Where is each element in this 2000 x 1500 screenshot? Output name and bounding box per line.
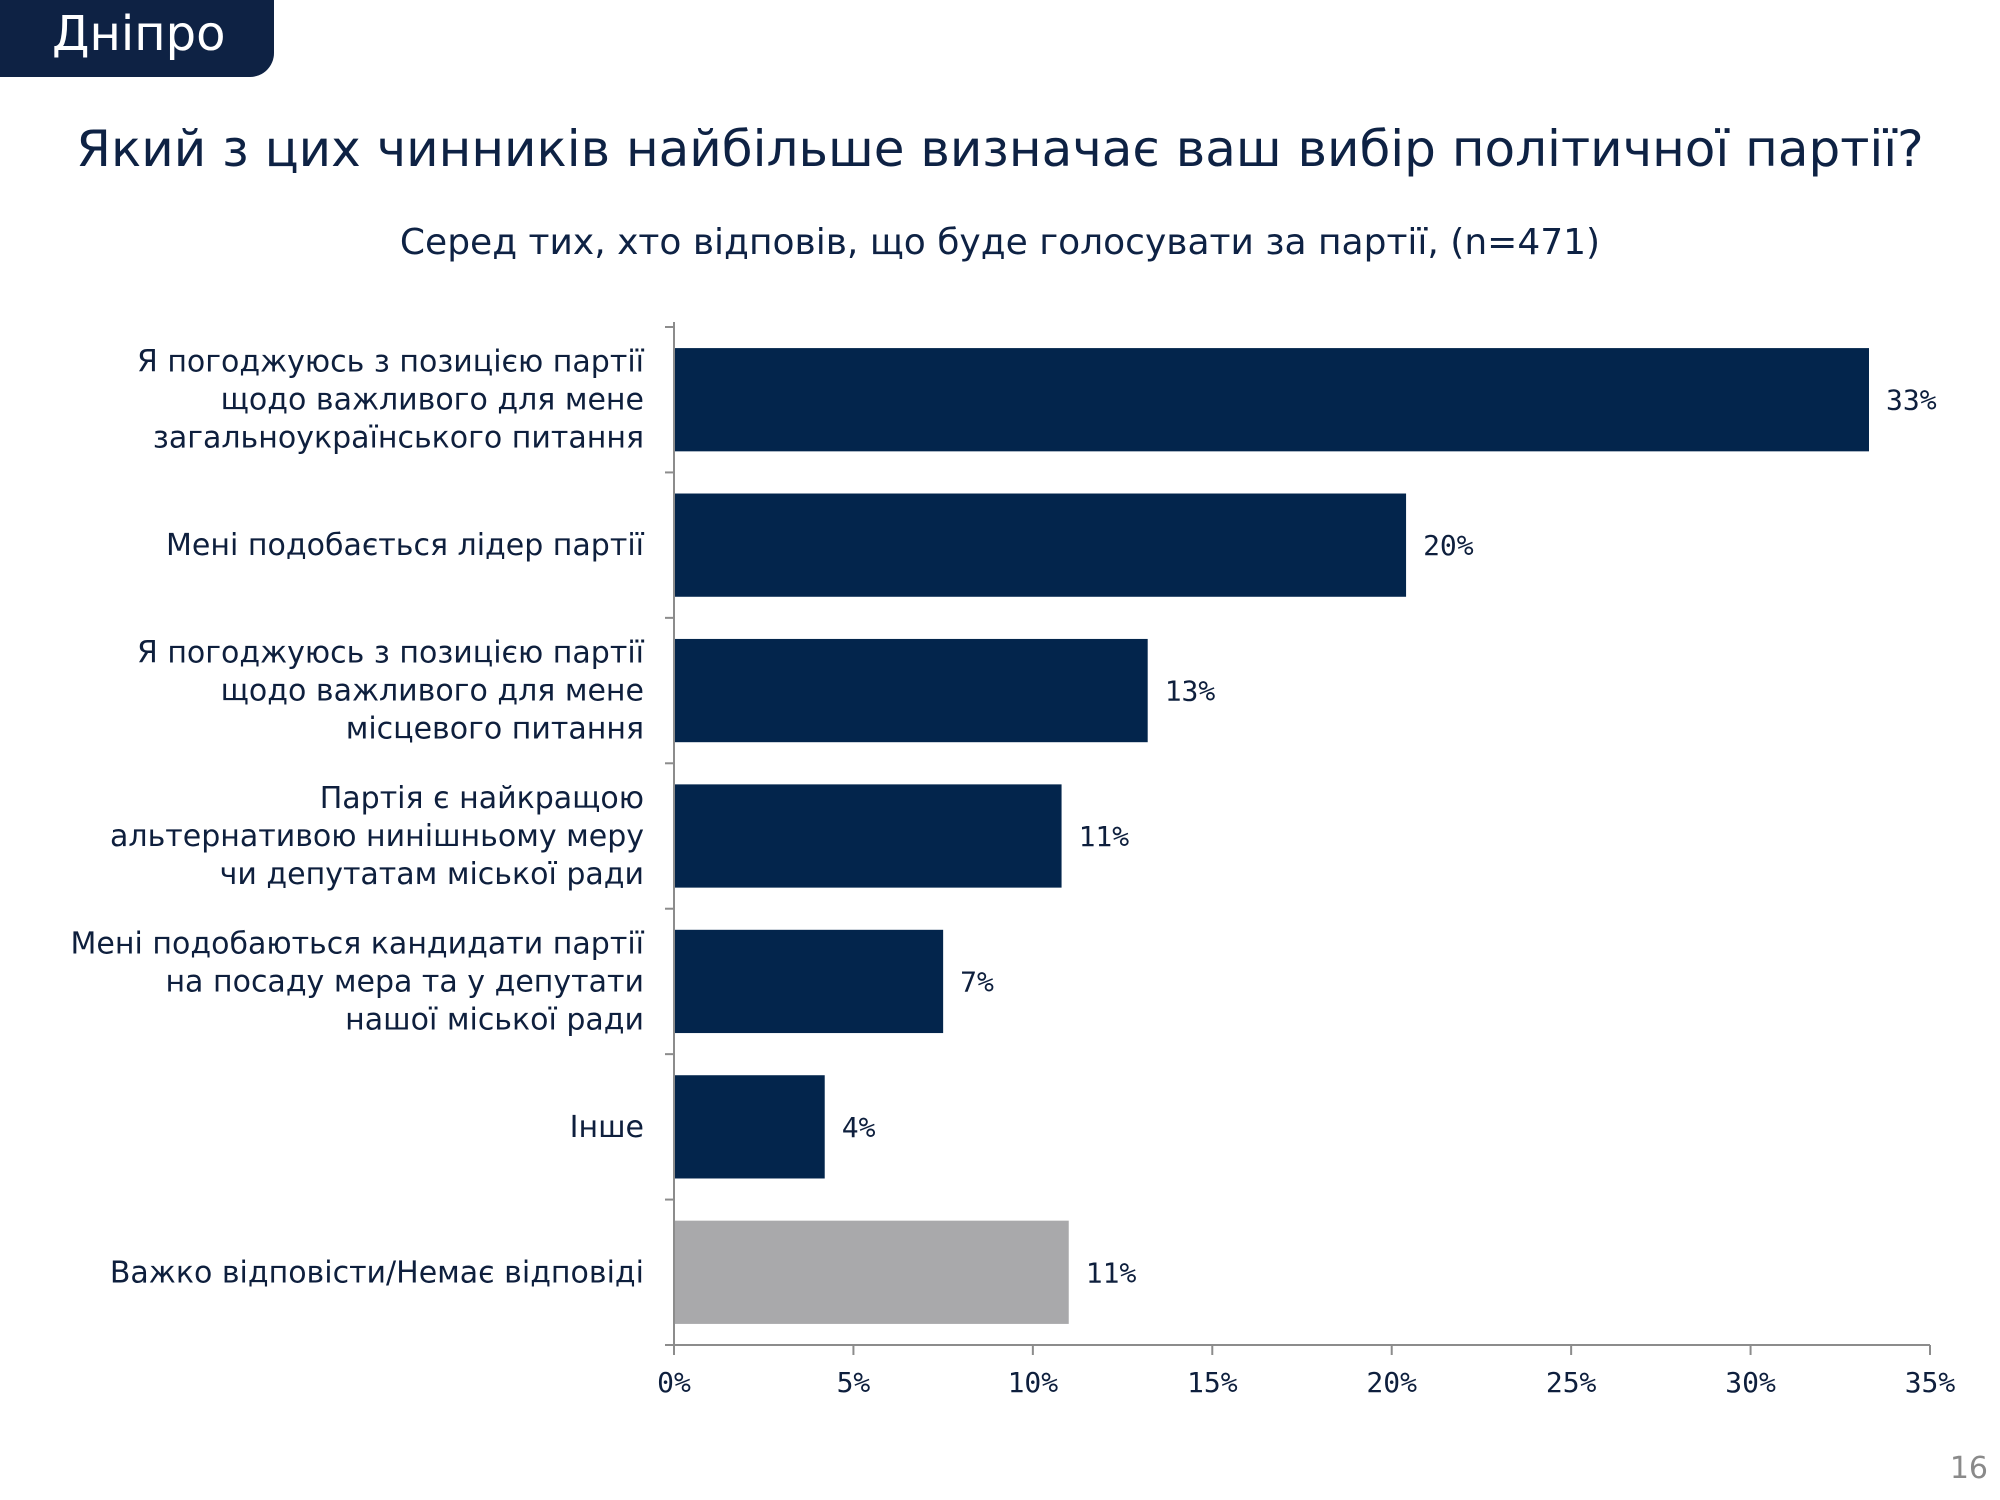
bar — [675, 493, 1407, 597]
category-label: Інше — [570, 1110, 644, 1145]
bar — [675, 1220, 1069, 1324]
x-tick-label: 35% — [1905, 1366, 1956, 1399]
x-tick-label: 0% — [657, 1366, 691, 1399]
bar-value-label: 11% — [1079, 820, 1130, 853]
bar-value-label: 13% — [1165, 675, 1216, 708]
bar-value-label: 33% — [1886, 384, 1937, 417]
x-tick-label: 15% — [1187, 1366, 1238, 1399]
page-number: 16 — [1949, 1451, 1988, 1486]
bar-value-label: 7% — [960, 965, 994, 998]
category-label: Мені подобається лідер партії — [166, 528, 645, 563]
region-tab: Дніпро — [0, 0, 274, 77]
chart-subtitle: Серед тих, хто відповів, що буде голосув… — [399, 222, 1601, 263]
bar — [675, 638, 1148, 743]
x-tick-label: 10% — [1008, 1366, 1059, 1399]
bar-value-label: 20% — [1423, 529, 1474, 562]
bar — [675, 1075, 825, 1179]
category-label: Я погоджуюсь з позицією партії щодо важли… — [137, 636, 645, 747]
bar-value-label: 11% — [1086, 1256, 1137, 1289]
x-tick-label: 25% — [1546, 1366, 1597, 1399]
region-label: Дніпро — [52, 6, 226, 62]
category-label: Важко відповісти/Немає відповіді — [110, 1255, 644, 1290]
bar — [675, 348, 1869, 452]
category-label: Партія є найкращою альтернативою нинішньо… — [110, 781, 644, 892]
chart-title: Який з цих чинників найбільше визначає в… — [76, 120, 1924, 178]
x-tick-label: 30% — [1725, 1366, 1776, 1399]
category-label: Мені подобаються кандидати партії на поса… — [71, 926, 645, 1037]
x-tick-label: 20% — [1366, 1366, 1417, 1399]
bar-value-label: 4% — [842, 1111, 876, 1144]
x-tick-label: 5% — [837, 1366, 871, 1399]
category-label: Я погоджуюсь з позицією партії щодо важли… — [137, 345, 645, 456]
bar — [675, 929, 944, 1034]
bar — [675, 784, 1062, 888]
